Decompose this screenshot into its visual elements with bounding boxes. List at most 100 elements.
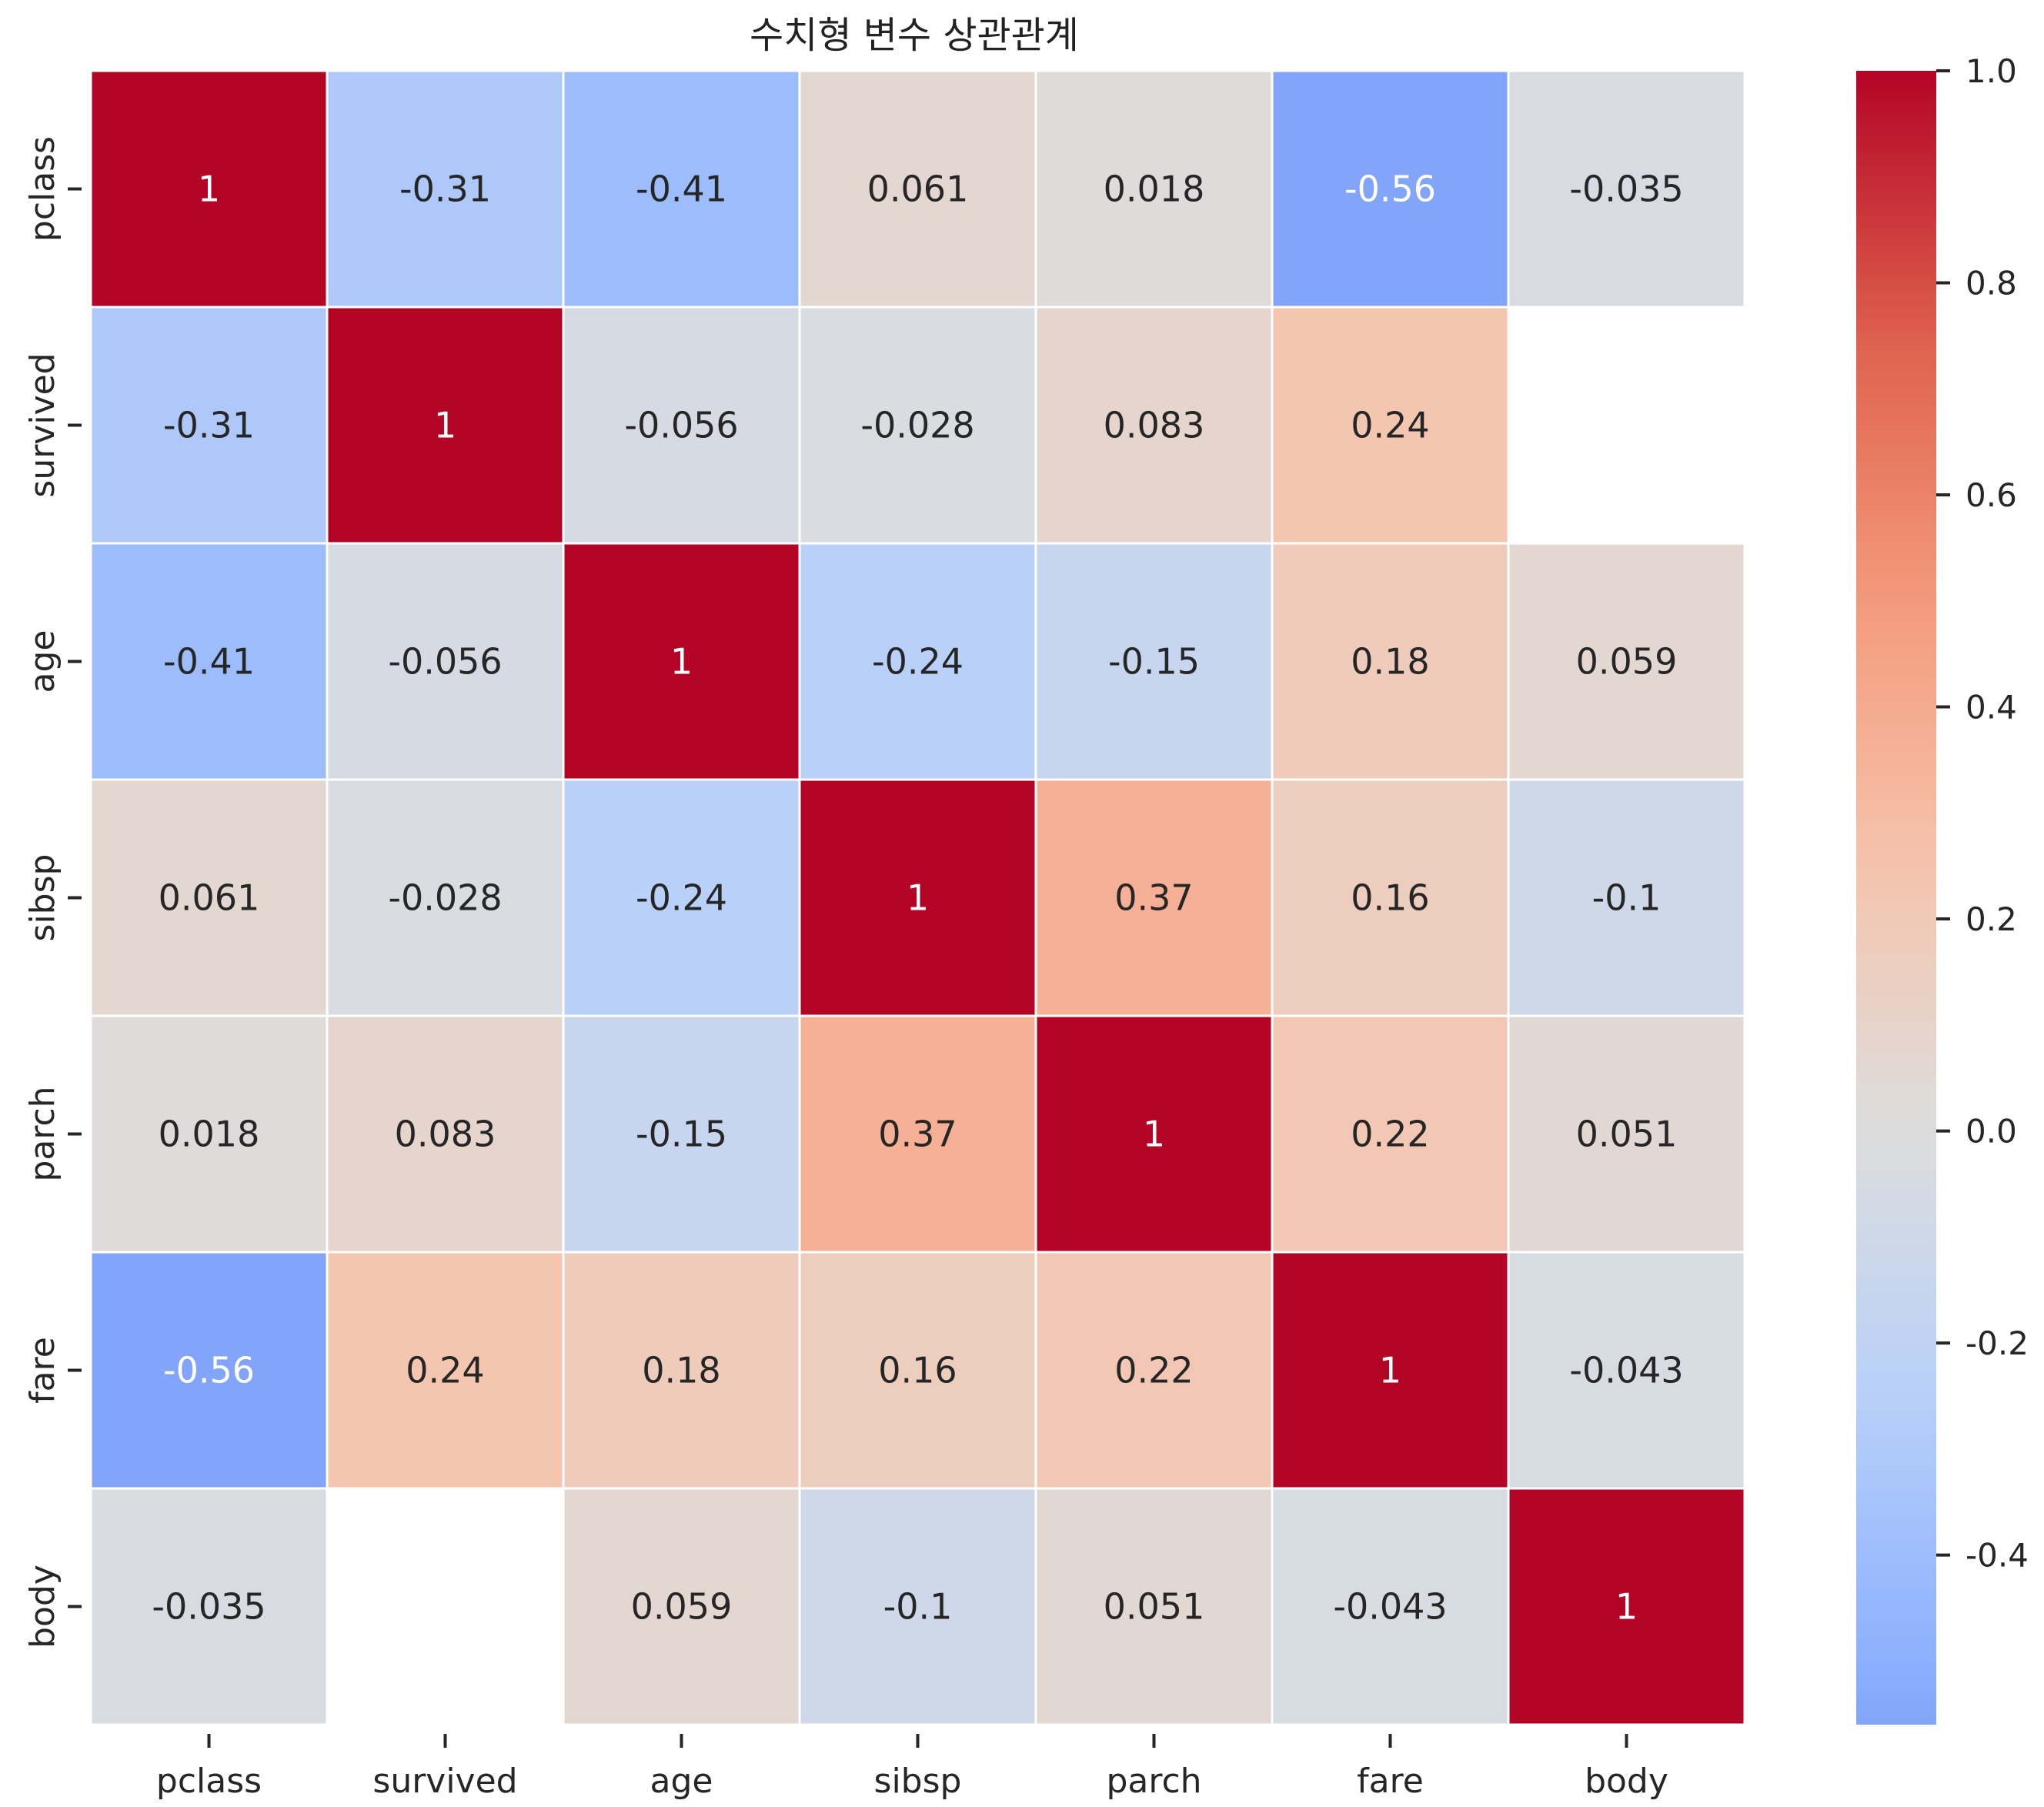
colorbar-tick-label: 0.6 (1966, 476, 2017, 514)
cell-annotation: -0.1 (883, 1586, 953, 1628)
heatmap-cell (562, 1014, 801, 1254)
cell-annotation: -0.31 (163, 405, 255, 446)
heatmap-cell (89, 1014, 329, 1254)
heatmap-cell (1507, 1014, 1746, 1254)
colorbar-tick-label: 0.4 (1966, 689, 2017, 726)
cell-annotation: -0.56 (1344, 169, 1436, 210)
y-tick-label: survived (23, 352, 62, 497)
cell-annotation: 1 (907, 877, 929, 919)
heatmap-cell (1507, 778, 1746, 1017)
heatmap-cell (1271, 1487, 1510, 1726)
x-tick-label: survived (372, 1762, 517, 1801)
cell-annotation: 0.061 (159, 877, 260, 919)
x-tick-label: body (1585, 1762, 1668, 1801)
cell-annotation: 0.24 (1351, 405, 1429, 446)
heatmap-cell (89, 1487, 329, 1726)
heatmap-cell (1507, 1251, 1746, 1490)
y-tick-label: body (23, 1565, 62, 1648)
colorbar: -0.4 -0.2 0.0 0.2 0.4 0.6 0.8 1.0 (1856, 52, 2029, 1725)
x-tick-label: pclass (156, 1762, 262, 1801)
cell-annotation: 1 (198, 169, 220, 210)
cell-annotation: -0.56 (163, 1350, 255, 1391)
y-tick-label: pclass (23, 136, 62, 242)
heatmap-cells (89, 69, 1746, 1726)
heatmap-cell (1271, 778, 1510, 1017)
heatmap-cell (798, 1487, 1037, 1726)
x-tick-label: sibsp (874, 1762, 962, 1801)
cell-annotation: -0.15 (636, 1114, 727, 1155)
cell-annotation: 0.37 (1114, 877, 1193, 919)
cell-annotation: 0.22 (1351, 1114, 1429, 1155)
heatmap-cell (1034, 542, 1274, 781)
heatmap-cell (1507, 542, 1746, 781)
cell-annotation: 0.18 (1351, 641, 1429, 683)
heatmap-cell (326, 542, 565, 781)
cell-annotation: 1 (1615, 1586, 1638, 1628)
cell-annotation: 0.18 (642, 1350, 720, 1391)
cell-annotation: 0.16 (1351, 877, 1429, 919)
cell-annotation: -0.1 (1592, 877, 1662, 919)
cell-annotation: 1 (1143, 1114, 1165, 1155)
heatmap-cell (1034, 69, 1274, 309)
colorbar-tick-label: -0.2 (1966, 1324, 2029, 1362)
heatmap-cell (89, 1251, 329, 1490)
heatmap-cell (89, 542, 329, 781)
x-tick-label: fare (1357, 1762, 1424, 1801)
chart-title: 수치형 변수 상관관계 (750, 14, 1079, 57)
cell-annotation: 0.22 (1114, 1350, 1193, 1391)
heatmap-cell (1034, 306, 1274, 545)
cell-annotation: 0.059 (1576, 641, 1678, 683)
cell-annotation: 1 (670, 641, 693, 683)
cell-annotation: 0.16 (878, 1350, 957, 1391)
y-tick-label: age (23, 630, 62, 693)
cell-annotation: 1 (434, 405, 456, 446)
cell-annotation: -0.035 (152, 1586, 266, 1628)
heatmap-cell (1271, 69, 1510, 309)
cell-annotation: 0.061 (867, 169, 969, 210)
cell-annotation: -0.043 (1333, 1586, 1447, 1628)
colorbar-tick-label: 0.8 (1966, 265, 2017, 302)
cell-annotation: -0.41 (163, 641, 255, 683)
heatmap-cell (798, 1251, 1037, 1490)
y-axis: pclass survived age sibsp parch fare body (23, 136, 82, 1648)
heatmap-cell (562, 1251, 801, 1490)
colorbar-tick-label: 0.0 (1966, 1113, 2017, 1151)
y-tick-label: sibsp (23, 854, 62, 942)
colorbar-tick-label: 0.2 (1966, 900, 2017, 938)
heatmap-cell (89, 69, 329, 309)
x-tick-label: parch (1106, 1762, 1201, 1801)
cell-annotation: -0.056 (624, 405, 738, 446)
heatmap-cell (326, 1487, 565, 1726)
cell-annotation: 0.051 (1104, 1586, 1205, 1628)
colorbar-tick-label: 1.0 (1966, 52, 2017, 90)
cell-annotation: 0.018 (159, 1114, 260, 1155)
cell-annotation: 0.37 (878, 1114, 957, 1155)
colorbar-tick-label: -0.4 (1966, 1537, 2029, 1575)
cell-annotation: 0.059 (631, 1586, 733, 1628)
heatmap-cell (89, 778, 329, 1017)
x-axis: pclass survived age sibsp parch fare body (156, 1734, 1668, 1801)
heatmap-cell (798, 69, 1037, 309)
heatmap-cell (1034, 1487, 1274, 1726)
heatmap-cell (1507, 1487, 1746, 1726)
x-tick-label: age (650, 1762, 713, 1801)
cell-annotation: -0.028 (860, 405, 974, 446)
heatmap-cell (1507, 306, 1746, 545)
cell-annotation: -0.15 (1108, 641, 1200, 683)
heatmap-cell (1034, 1251, 1274, 1490)
cell-annotation: 1 (1379, 1350, 1401, 1391)
heatmap-cell (798, 542, 1037, 781)
cell-annotation: -0.035 (1569, 169, 1683, 210)
cell-annotation: 0.018 (1104, 169, 1205, 210)
y-tick-label: parch (23, 1086, 62, 1181)
heatmap-cell (562, 306, 801, 545)
heatmap-cell (89, 306, 329, 545)
cell-annotation: -0.24 (636, 877, 727, 919)
heatmap-cell (326, 778, 565, 1017)
cell-annotation: -0.028 (388, 877, 502, 919)
cell-annotation: 0.051 (1576, 1114, 1678, 1155)
heatmap-cell (798, 778, 1037, 1017)
cell-annotation: -0.24 (872, 641, 964, 683)
cell-annotation: -0.31 (399, 169, 491, 210)
